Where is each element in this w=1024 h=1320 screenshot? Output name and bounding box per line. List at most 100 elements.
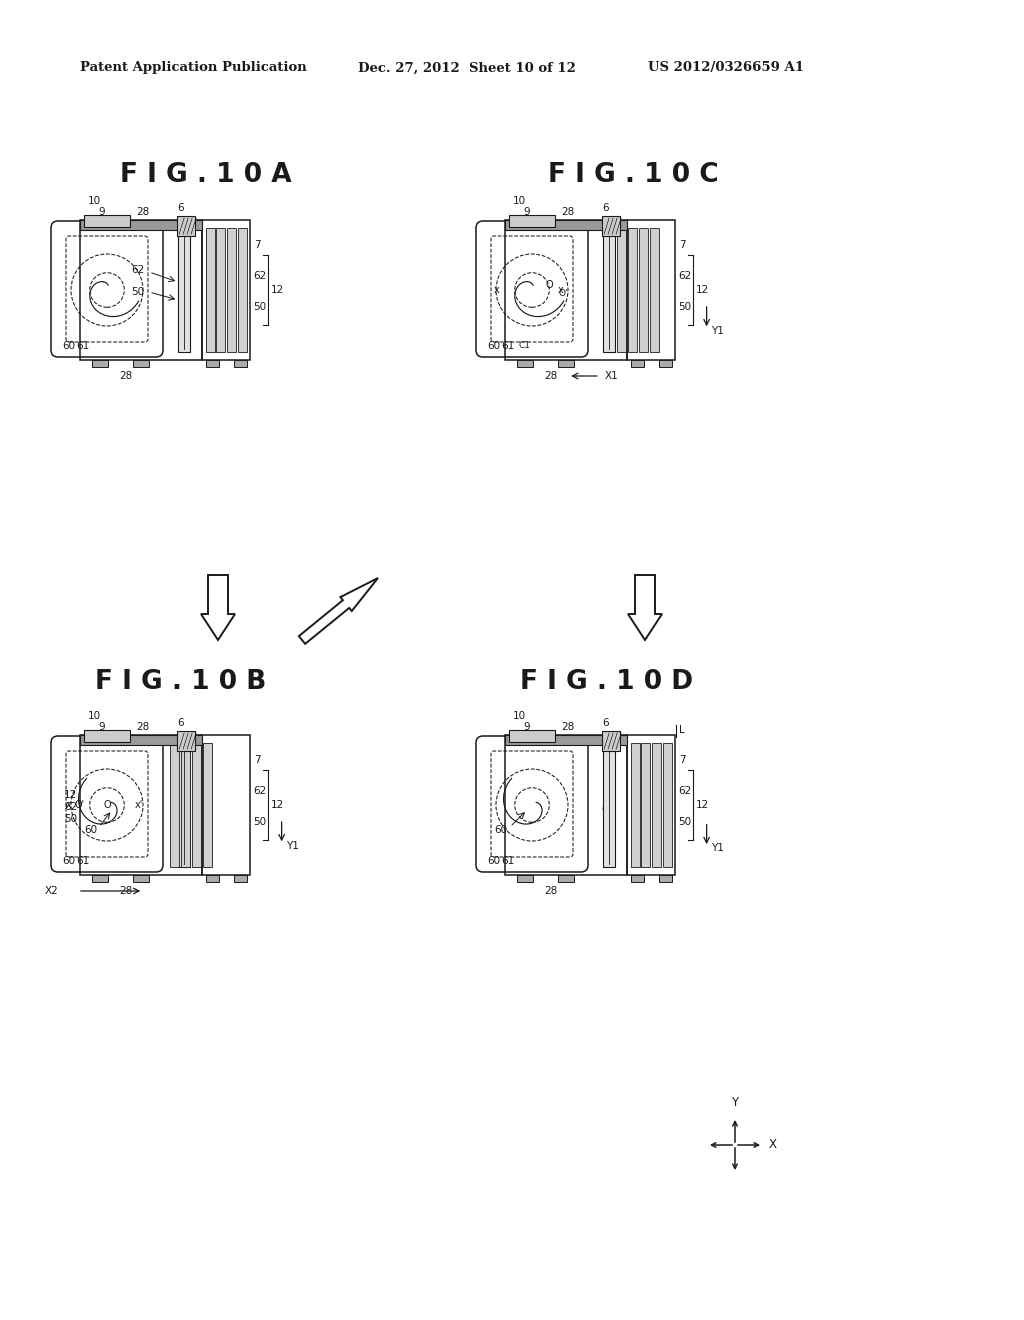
Bar bbox=[658, 360, 672, 367]
Bar bbox=[517, 875, 534, 882]
Bar bbox=[238, 228, 247, 352]
Text: 62: 62 bbox=[679, 271, 692, 281]
Bar bbox=[628, 228, 637, 352]
Text: Y1: Y1 bbox=[711, 326, 724, 335]
Text: F I G . 1 0 B: F I G . 1 0 B bbox=[95, 669, 266, 696]
Text: x': x' bbox=[134, 800, 142, 810]
Bar bbox=[202, 735, 250, 875]
Text: 62: 62 bbox=[254, 785, 267, 796]
Text: 61: 61 bbox=[76, 855, 89, 866]
Bar bbox=[505, 735, 627, 744]
Bar bbox=[557, 875, 573, 882]
Bar bbox=[603, 744, 615, 867]
Text: O': O' bbox=[559, 289, 568, 298]
Bar bbox=[651, 743, 660, 867]
Bar bbox=[631, 875, 644, 882]
Text: Y: Y bbox=[731, 1096, 738, 1109]
Text: 9: 9 bbox=[98, 722, 105, 733]
Bar bbox=[505, 220, 627, 230]
Text: 7: 7 bbox=[254, 755, 260, 766]
Bar bbox=[631, 360, 644, 367]
Bar bbox=[557, 360, 573, 367]
Bar bbox=[505, 220, 627, 360]
Bar bbox=[627, 220, 675, 360]
Text: 7: 7 bbox=[679, 240, 685, 251]
Text: X1: X1 bbox=[605, 371, 618, 381]
Text: Y1: Y1 bbox=[711, 843, 724, 854]
Text: X2: X2 bbox=[44, 886, 58, 896]
Polygon shape bbox=[299, 578, 378, 644]
Text: 9: 9 bbox=[523, 207, 530, 216]
Text: X: X bbox=[769, 1138, 777, 1151]
Text: 7: 7 bbox=[679, 755, 685, 766]
Text: 28: 28 bbox=[120, 371, 133, 381]
Bar bbox=[80, 220, 202, 360]
Text: 10: 10 bbox=[87, 195, 100, 206]
Text: 50: 50 bbox=[679, 817, 692, 826]
Text: F I G . 1 0 C: F I G . 1 0 C bbox=[548, 162, 719, 187]
Text: 62: 62 bbox=[254, 271, 267, 281]
Text: 28: 28 bbox=[561, 722, 574, 733]
Bar bbox=[627, 735, 675, 875]
Text: Y1: Y1 bbox=[286, 841, 299, 850]
Bar bbox=[202, 220, 250, 360]
Text: 28: 28 bbox=[545, 886, 558, 896]
Text: 9: 9 bbox=[523, 722, 530, 733]
Text: C1: C1 bbox=[518, 341, 530, 350]
Bar bbox=[92, 875, 108, 882]
Text: 50: 50 bbox=[254, 302, 266, 312]
Bar bbox=[649, 228, 658, 352]
Text: 61: 61 bbox=[501, 855, 514, 866]
Bar bbox=[641, 743, 649, 867]
Text: 60: 60 bbox=[84, 825, 97, 836]
Text: 12: 12 bbox=[270, 800, 284, 810]
Bar bbox=[178, 230, 190, 352]
Text: 62: 62 bbox=[679, 785, 692, 796]
Bar bbox=[170, 743, 178, 867]
Bar bbox=[631, 743, 640, 867]
Text: 60: 60 bbox=[494, 825, 507, 836]
Text: 9: 9 bbox=[98, 207, 105, 216]
Text: US 2012/0326659 A1: US 2012/0326659 A1 bbox=[648, 62, 804, 74]
Text: Patent Application Publication: Patent Application Publication bbox=[80, 62, 307, 74]
Text: 50: 50 bbox=[131, 286, 144, 297]
Text: 12: 12 bbox=[695, 285, 709, 294]
Bar bbox=[84, 730, 130, 742]
Text: 28: 28 bbox=[561, 207, 574, 216]
Bar bbox=[177, 216, 196, 236]
Bar bbox=[191, 743, 201, 867]
Text: x: x bbox=[495, 285, 500, 294]
Bar bbox=[80, 735, 202, 744]
Bar bbox=[658, 875, 672, 882]
Polygon shape bbox=[628, 576, 662, 640]
Text: F I G . 1 0 D: F I G . 1 0 D bbox=[520, 669, 693, 696]
Bar bbox=[178, 744, 190, 867]
Bar bbox=[80, 220, 202, 230]
Text: Dec. 27, 2012  Sheet 10 of 12: Dec. 27, 2012 Sheet 10 of 12 bbox=[358, 62, 575, 74]
Text: 60: 60 bbox=[487, 341, 500, 351]
Bar bbox=[509, 215, 555, 227]
Bar bbox=[92, 360, 108, 367]
Text: L: L bbox=[679, 725, 684, 735]
Bar bbox=[639, 228, 647, 352]
Text: x: x bbox=[558, 285, 564, 294]
Text: 28: 28 bbox=[545, 371, 558, 381]
Polygon shape bbox=[201, 576, 234, 640]
Bar bbox=[505, 735, 627, 875]
Text: 6: 6 bbox=[602, 718, 609, 729]
Text: 10: 10 bbox=[512, 711, 525, 721]
Bar bbox=[216, 228, 224, 352]
Text: 61: 61 bbox=[501, 341, 514, 351]
Text: 28: 28 bbox=[136, 207, 150, 216]
Bar bbox=[132, 875, 148, 882]
Bar bbox=[603, 230, 615, 352]
Text: 10: 10 bbox=[87, 711, 100, 721]
Bar bbox=[80, 735, 202, 875]
Bar bbox=[616, 228, 626, 352]
Text: 28: 28 bbox=[136, 722, 150, 733]
Bar bbox=[84, 215, 130, 227]
Text: 12: 12 bbox=[695, 800, 709, 810]
Bar bbox=[226, 228, 236, 352]
Text: O: O bbox=[103, 800, 111, 810]
Bar bbox=[602, 731, 621, 751]
